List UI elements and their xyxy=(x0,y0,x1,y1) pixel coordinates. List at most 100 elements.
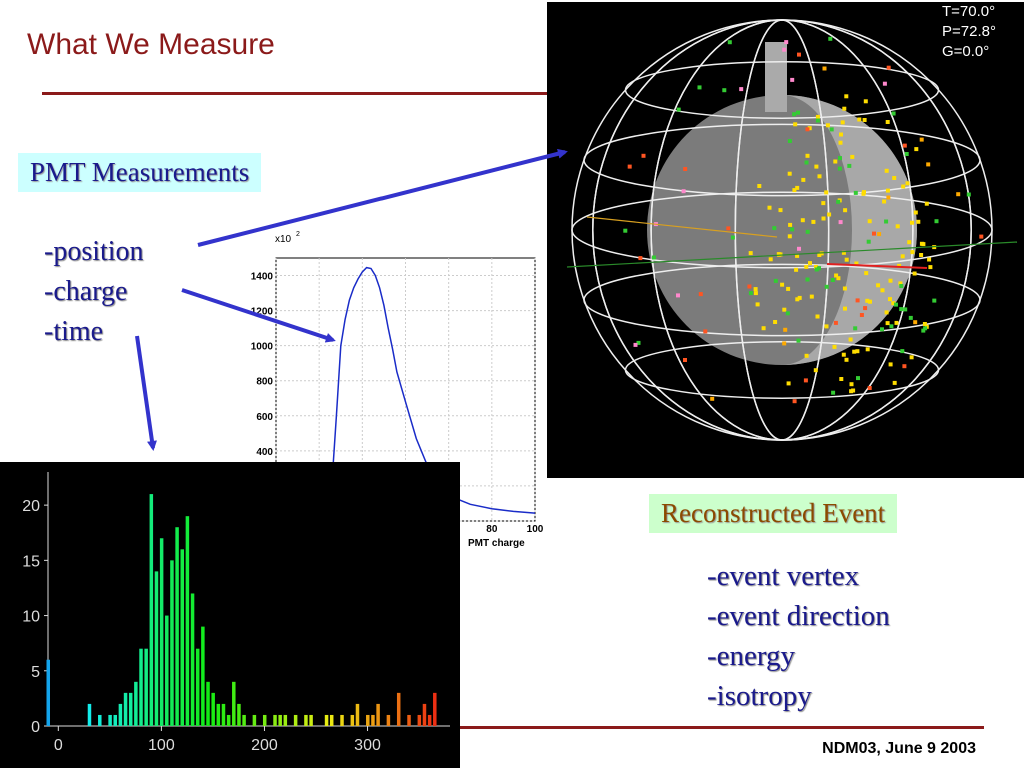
pmt-hit xyxy=(814,264,818,269)
pmt-hit xyxy=(824,324,829,329)
pmt-hit xyxy=(888,278,893,283)
time-bar xyxy=(427,714,432,726)
pmt-hit xyxy=(844,357,849,362)
pmt-hit xyxy=(843,208,848,213)
pmt-hit xyxy=(862,118,867,122)
time-bar xyxy=(206,681,210,726)
time-bar xyxy=(175,527,179,726)
pmt-hit xyxy=(886,195,891,200)
pmt-hit xyxy=(899,307,904,312)
pmt-hit xyxy=(863,99,868,104)
pmt-hit xyxy=(804,353,809,358)
time-bar xyxy=(329,714,334,726)
time-histogram: 0 5 10 15 20 0 100 200 300 xyxy=(0,462,460,768)
pmt-heading: PMT Measurements xyxy=(18,153,262,192)
pmt-hit xyxy=(843,306,847,311)
time-bar xyxy=(87,703,92,726)
parallel xyxy=(624,341,940,399)
y-tick-label: 1000 xyxy=(251,342,274,353)
pmt-hit xyxy=(884,310,889,315)
time-bar xyxy=(190,593,195,726)
pmt-hit xyxy=(795,253,800,258)
y-tick-label: 5 xyxy=(31,664,40,681)
footer-text: NDM03, June 9 2003 xyxy=(822,740,976,757)
pmt-hit xyxy=(877,232,882,237)
pmt-hit xyxy=(827,212,832,217)
pmt-hit xyxy=(909,355,914,360)
pmt-hit xyxy=(928,265,933,270)
x-tick-label: 100 xyxy=(148,737,175,754)
pmt-hit xyxy=(804,160,809,165)
pmt-hit xyxy=(710,396,715,401)
parallel xyxy=(583,263,981,337)
pmt-hit xyxy=(839,132,843,137)
pmt-hit xyxy=(956,192,961,197)
arrow-time xyxy=(135,335,157,451)
pmt-hit xyxy=(913,210,918,215)
pmt-hit xyxy=(807,126,812,131)
time-bar xyxy=(159,538,164,726)
time-bar xyxy=(324,714,329,726)
time-bar xyxy=(118,703,123,726)
pmt-hit xyxy=(753,291,758,296)
pmt-hit xyxy=(748,291,753,296)
pmt-hit xyxy=(755,302,760,307)
pmt-hit xyxy=(776,252,781,257)
pmt-hit xyxy=(838,156,842,161)
pmt-hit xyxy=(934,219,939,224)
pmt-hit xyxy=(815,114,820,119)
time-bar xyxy=(195,648,200,726)
slide-title: What We Measure xyxy=(27,28,275,61)
pmt-hit xyxy=(801,177,806,182)
pmt-hit xyxy=(787,139,792,143)
pmt-hit xyxy=(885,321,890,326)
pmt-hit xyxy=(844,94,849,99)
pmt-hit xyxy=(848,337,853,342)
pmt-hit xyxy=(855,298,860,303)
time-bar xyxy=(252,714,257,726)
time-bar xyxy=(232,681,236,726)
pmt-hit xyxy=(865,298,870,303)
pmt-hit xyxy=(703,329,708,334)
pmt-hit xyxy=(863,306,868,311)
time-bar xyxy=(293,714,298,726)
sphere-highlight xyxy=(782,95,917,365)
pmt-hit xyxy=(849,389,854,394)
pmt-hit xyxy=(726,226,731,231)
time-bar xyxy=(108,714,112,726)
pmt-hit xyxy=(891,301,896,306)
time-bar xyxy=(226,714,231,726)
event-list: -event vertex -event direction -energy -… xyxy=(707,556,890,716)
pmt-hit xyxy=(876,283,881,288)
pmt-hit xyxy=(865,347,870,352)
pmt-hit xyxy=(910,250,915,255)
x-tick-label: 300 xyxy=(354,737,381,754)
pmt-hit xyxy=(912,271,917,276)
pmt-hit xyxy=(853,190,858,195)
event-item-isotropy: -isotropy xyxy=(707,680,812,712)
pmt-list: -position -charge -time xyxy=(44,232,144,352)
pmt-hit xyxy=(919,253,924,257)
vertex-line xyxy=(826,263,928,269)
time-bar xyxy=(283,714,288,726)
y-tick-label: 1400 xyxy=(251,272,274,283)
pmt-hit xyxy=(796,110,800,115)
pmt-hit xyxy=(926,162,931,167)
pmt-hit xyxy=(814,164,819,169)
y-tick-label: 10 xyxy=(22,609,40,626)
pmt-hit xyxy=(884,168,889,173)
pmt-hit xyxy=(773,320,778,324)
pmt-hit xyxy=(815,118,820,123)
pmt-hit xyxy=(783,327,788,332)
pmt-hit xyxy=(809,294,814,299)
pmt-hit xyxy=(698,292,703,297)
pmt-hit xyxy=(790,77,795,82)
pmt-hit xyxy=(921,328,926,333)
pmt-hit xyxy=(805,127,810,132)
time-bar xyxy=(355,703,360,726)
pmt-hit xyxy=(805,153,810,158)
axis-line xyxy=(566,241,1018,268)
pmt-hit xyxy=(898,281,903,286)
event-item-direction: -event direction xyxy=(707,600,890,632)
